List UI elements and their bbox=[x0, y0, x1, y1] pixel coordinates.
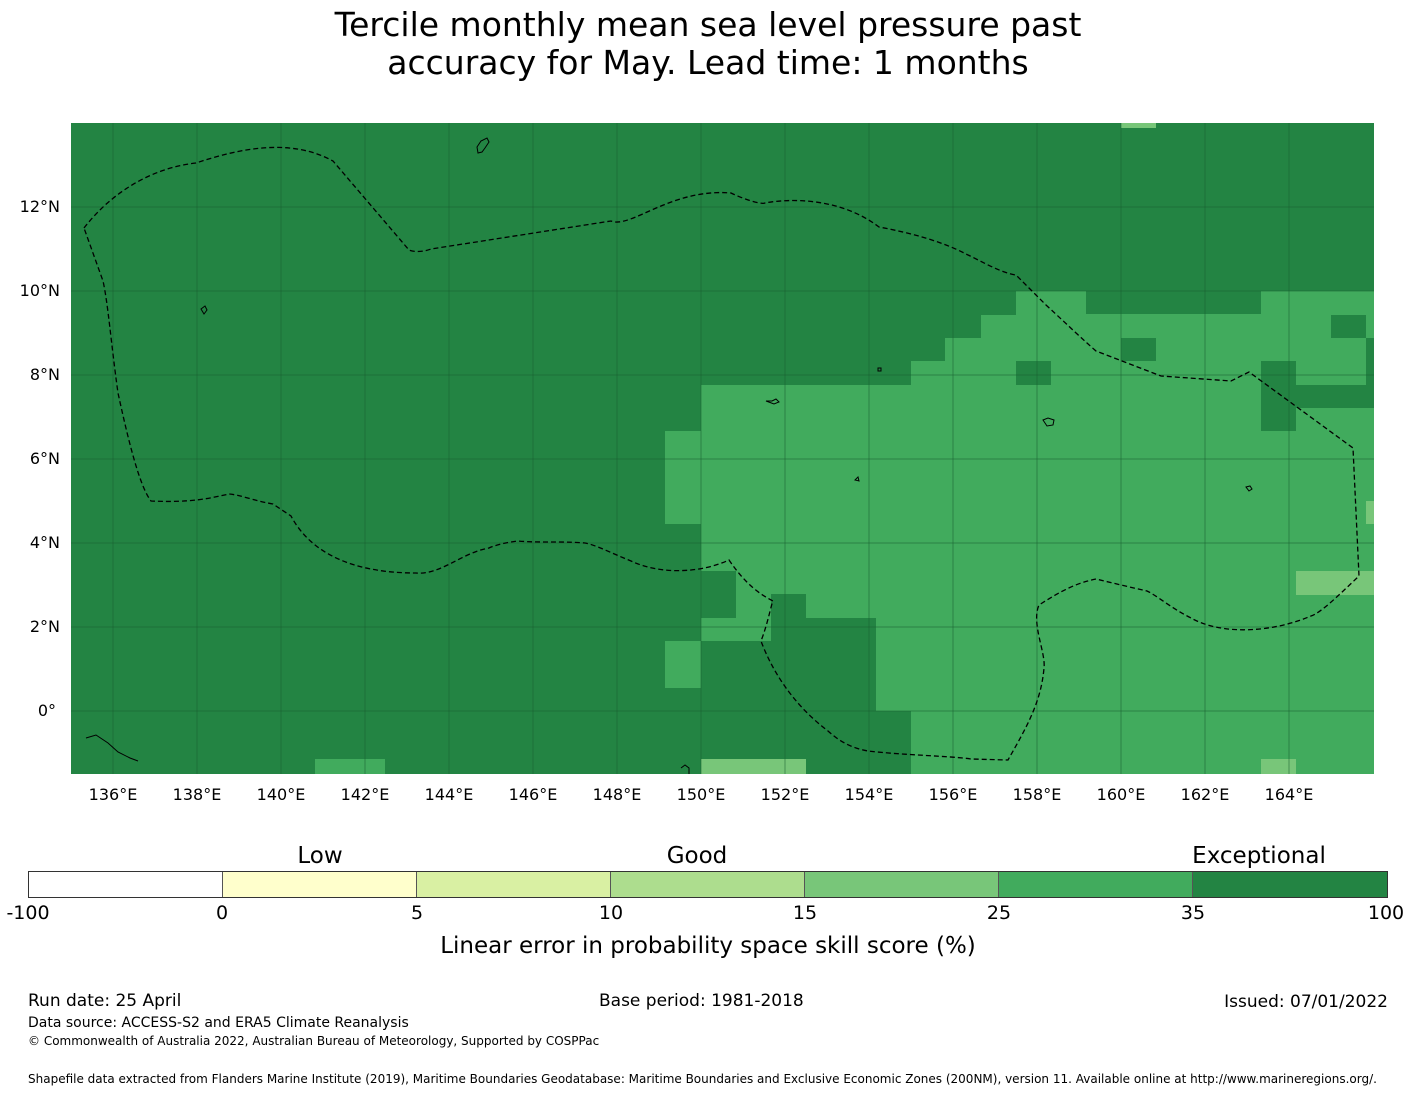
lon-label-148e: 148°E bbox=[592, 785, 642, 804]
island-small-6 bbox=[854, 476, 860, 482]
colorbar-segment-5 bbox=[805, 872, 999, 897]
lat-label-10n: 10°N bbox=[19, 281, 60, 300]
lon-label-136e: 136°E bbox=[88, 785, 138, 804]
island-small-5 bbox=[765, 398, 780, 405]
data-source: Data source: ACCESS-S2 and ERA5 Climate … bbox=[28, 1015, 409, 1031]
island-small-3 bbox=[1245, 485, 1253, 492]
colorbar-tick-label: 25 bbox=[986, 902, 1012, 924]
island-small-7 bbox=[680, 764, 690, 774]
lon-label-146e: 146°E bbox=[508, 785, 558, 804]
colorbar-tick-label: 10 bbox=[598, 902, 624, 924]
lon-label-144e: 144°E bbox=[424, 785, 474, 804]
island-small-4 bbox=[877, 367, 882, 372]
eez-boundary-west bbox=[83, 146, 1360, 761]
colorbar-segment-7 bbox=[1193, 872, 1387, 897]
colorbar-tick-label: 0 bbox=[215, 902, 229, 924]
island-guam bbox=[476, 137, 490, 154]
skill-cells-dark bbox=[701, 291, 1374, 774]
colorbar-tick-label: 15 bbox=[792, 902, 818, 924]
lat-label-2n: 2°N bbox=[29, 617, 60, 636]
shapefile-credit: Shapefile data extracted from Flanders M… bbox=[28, 1072, 1377, 1086]
lat-label-6n: 6°N bbox=[29, 449, 60, 468]
colorbar-tick-label: 100 bbox=[1367, 902, 1405, 924]
lon-label-162e: 162°E bbox=[1180, 785, 1230, 804]
skill-score-map bbox=[71, 123, 1374, 774]
lon-label-158e: 158°E bbox=[1012, 785, 1062, 804]
colorbar-tick-label: 35 bbox=[1180, 902, 1206, 924]
base-period: Base period: 1981-2018 bbox=[599, 991, 804, 1011]
title-line-2: accuracy for May. Lead time: 1 months bbox=[387, 43, 1029, 82]
lon-label-154e: 154°E bbox=[844, 785, 894, 804]
legend-category-low: Low bbox=[297, 843, 343, 869]
colorbar-tick-label: -100 bbox=[6, 902, 50, 924]
colorbar-tick-label: 5 bbox=[410, 902, 424, 924]
legend-category-exceptional: Exceptional bbox=[1192, 843, 1326, 869]
lat-label-4n: 4°N bbox=[29, 533, 60, 552]
legend-category-good: Good bbox=[666, 843, 728, 869]
lon-label-150e: 150°E bbox=[676, 785, 726, 804]
skill-cells-light bbox=[701, 123, 1374, 774]
island-small-2 bbox=[1042, 417, 1055, 427]
colorbar-segment-3 bbox=[417, 872, 611, 897]
colorbar-title: Linear error in probability space skill … bbox=[440, 933, 976, 959]
islands bbox=[85, 137, 1253, 774]
lon-label-140e: 140°E bbox=[256, 785, 306, 804]
issued-date: Issued: 07/01/2022 bbox=[1224, 992, 1388, 1012]
colorbar-segment-1 bbox=[29, 872, 223, 897]
island-coast-sw bbox=[85, 734, 139, 762]
colorbar-segment-6 bbox=[999, 872, 1193, 897]
lat-label-12n: 12°N bbox=[19, 197, 60, 216]
lon-label-152e: 152°E bbox=[760, 785, 810, 804]
colorbar bbox=[28, 871, 1388, 898]
island-small-1 bbox=[200, 305, 208, 315]
title-line-1: Tercile monthly mean sea level pressure … bbox=[334, 5, 1082, 44]
colorbar-segment-2 bbox=[223, 872, 417, 897]
lon-label-138e: 138°E bbox=[172, 785, 222, 804]
lon-label-156e: 156°E bbox=[928, 785, 978, 804]
lon-label-142e: 142°E bbox=[340, 785, 390, 804]
lat-label-8n: 8°N bbox=[29, 365, 60, 384]
lat-label-0: 0° bbox=[37, 701, 56, 720]
chart-title: Tercile monthly mean sea level pressure … bbox=[0, 6, 1416, 82]
colorbar-segment-4 bbox=[611, 872, 805, 897]
map-gridlines bbox=[71, 123, 1374, 774]
lon-label-160e: 160°E bbox=[1096, 785, 1146, 804]
map-canvas bbox=[71, 123, 1374, 774]
copyright: © Commonwealth of Australia 2022, Austra… bbox=[28, 1034, 600, 1048]
lon-label-164e: 164°E bbox=[1264, 785, 1314, 804]
run-date: Run date: 25 April bbox=[28, 991, 182, 1011]
